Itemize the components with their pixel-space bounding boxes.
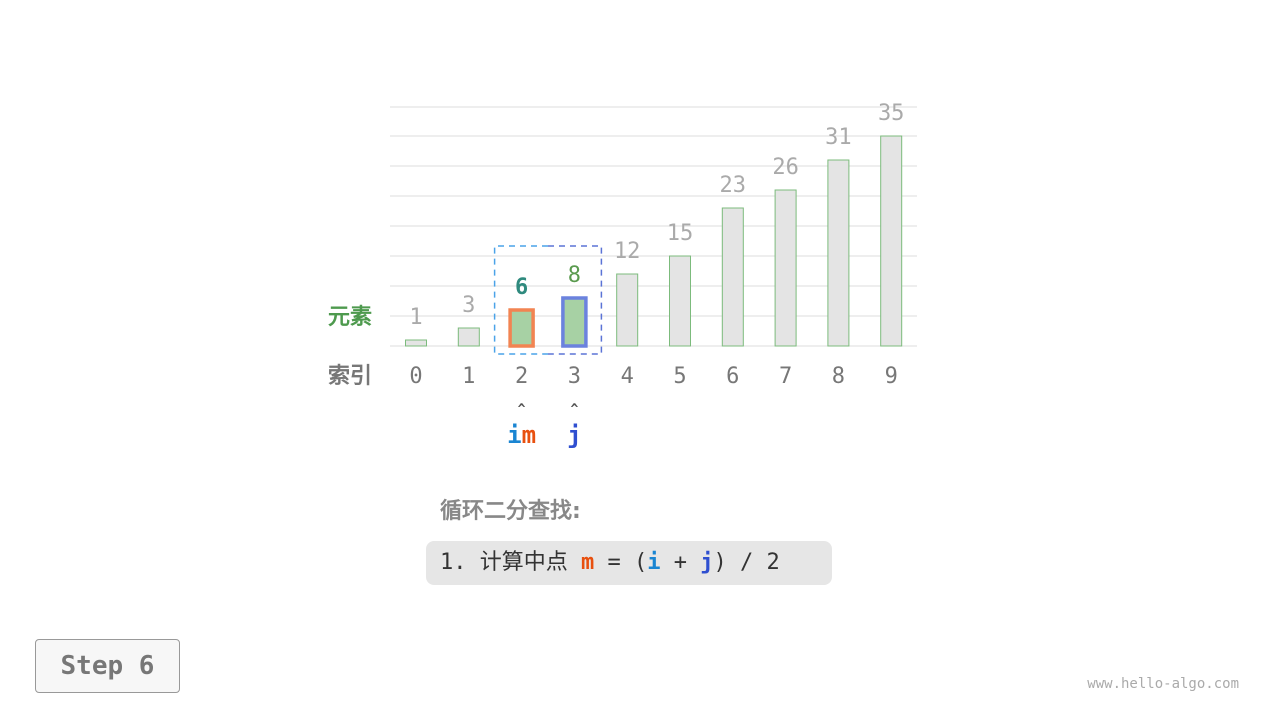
step-button[interactable]: Step 6 (35, 639, 180, 693)
value-label: 12 (614, 239, 641, 264)
formula-suffix: ) / 2 (713, 550, 780, 575)
elements-row-label: 元素 (328, 304, 372, 330)
pointer-i: i (507, 421, 521, 449)
range-left-bracket (493, 245, 548, 355)
indices-row-label: 索引 (328, 364, 372, 389)
bar (721, 207, 744, 347)
value-label: 8 (568, 263, 581, 288)
index-label: 1 (462, 364, 475, 389)
bar (457, 327, 480, 347)
formula-i: i (647, 550, 661, 575)
index-label: 7 (779, 364, 792, 389)
bar (827, 159, 850, 347)
index-label: 6 (726, 364, 739, 389)
pointer-label: im (507, 421, 536, 449)
bar (774, 189, 797, 347)
formula-eq: = ( (594, 550, 648, 575)
index-label: 5 (673, 364, 686, 389)
value-label: 31 (825, 125, 852, 150)
index-label: 0 (409, 364, 422, 389)
bar-m (508, 308, 535, 348)
bar-j (561, 296, 588, 348)
bar (405, 339, 427, 347)
value-label: 23 (720, 173, 747, 198)
watermark: www.hello-algo.com (1087, 676, 1239, 692)
index-label: 2 (515, 364, 528, 389)
formula-plus: + (660, 550, 701, 575)
formula-m: m (580, 550, 595, 575)
section-title: 循环二分查找: (440, 499, 581, 524)
pointer-j: j (567, 421, 581, 449)
value-label: 26 (772, 155, 799, 180)
value-label: 1 (409, 305, 422, 330)
pointer-m: m (522, 421, 536, 449)
value-label: 3 (462, 293, 475, 318)
pointer-arrow-icon: ^ (570, 402, 578, 417)
range-right-bracket (548, 245, 603, 355)
formula-step: 1. 计算中点 m = (i + j) / 2 (426, 541, 832, 585)
bar (669, 255, 691, 347)
pointer-arrow-icon: ^ (518, 402, 526, 417)
index-label: 4 (621, 364, 634, 389)
value-label: 6 (515, 275, 528, 300)
index-label: 9 (885, 364, 898, 389)
bar (616, 273, 639, 347)
formula-j: j (700, 550, 714, 575)
formula-prefix: 1. 计算中点 (440, 550, 581, 575)
bar (880, 135, 903, 347)
value-label: 15 (667, 221, 694, 246)
pointer-label: j (567, 421, 581, 449)
index-label: 8 (832, 364, 845, 389)
index-label: 3 (568, 364, 581, 389)
value-label: 35 (878, 101, 905, 126)
